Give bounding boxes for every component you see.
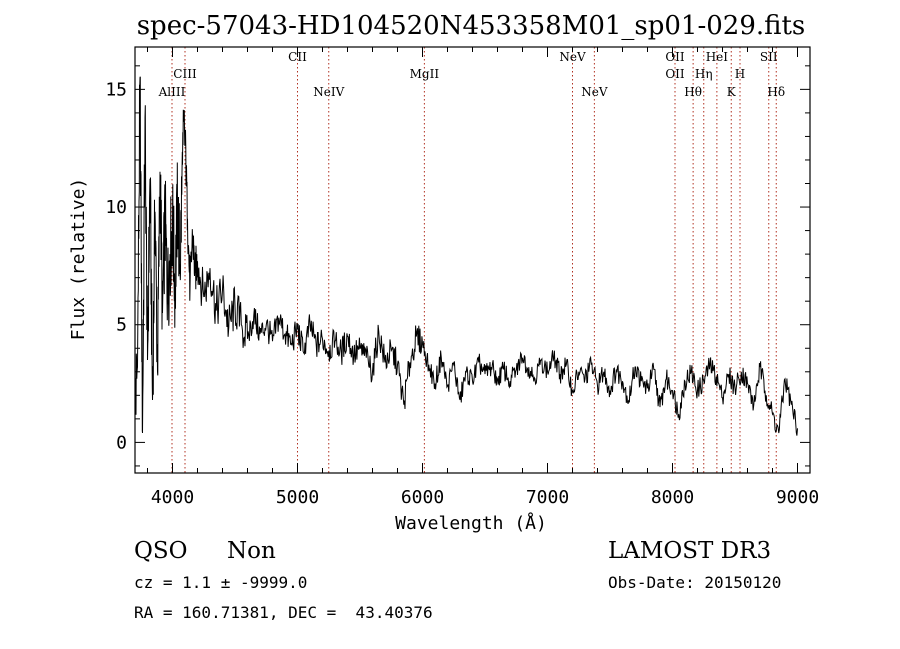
y-tick-label-0: 0 [116, 432, 127, 453]
y-tick-label-3: 15 [105, 79, 127, 100]
line-markers: AlIIICIIICIINeIVMgIINeVNeVOIIOIIHθHηHeIK… [158, 47, 785, 473]
x-tick-label-4: 8000 [651, 487, 694, 508]
marker-label-6: NeV [581, 85, 608, 99]
marker-label-4: MgII [410, 67, 440, 81]
x-axis-label: Wavelength (Å) [395, 512, 547, 534]
y-tick-label-1: 5 [116, 315, 127, 336]
spectrum-layer [134, 76, 798, 436]
class-label: QSO [134, 538, 188, 564]
obs-date-text: Obs-Date: 20150120 [608, 573, 782, 592]
coords-text: RA = 160.71381, DEC = 43.40376 [134, 603, 433, 622]
marker-label-5: NeV [559, 50, 586, 64]
y-axis-label: Flux (relative) [68, 178, 89, 341]
x-tick-label-1: 5000 [276, 487, 319, 508]
marker-label-14: SII [760, 50, 778, 64]
marker-label-15: Hδ [767, 85, 785, 99]
marker-label-7: OII [665, 50, 685, 64]
marker-label-9: Hθ [684, 85, 702, 99]
marker-label-8: OII [665, 67, 685, 81]
y-tick-label-2: 10 [105, 197, 127, 218]
cz-text: cz = 1.1 ± -9999.0 [134, 573, 308, 592]
marker-label-1: CIII [173, 67, 197, 81]
subclass-label: Non [227, 538, 276, 564]
marker-label-3: NeIV [313, 85, 344, 99]
plot-frame [134, 46, 811, 474]
marker-label-0: AlIII [158, 85, 186, 99]
marker-label-12: K [727, 85, 737, 99]
spectrum-series-flux [134, 76, 798, 436]
marker-label-11: HeI [706, 50, 729, 64]
x-tick-label-2: 6000 [401, 487, 444, 508]
x-tick-label-3: 7000 [526, 487, 569, 508]
marker-label-10: Hη [695, 67, 713, 81]
marker-label-13: H [735, 67, 745, 81]
x-tick-label-5: 9000 [776, 487, 819, 508]
x-tick-label-0: 4000 [151, 487, 194, 508]
axis-ticks: 4000 5000 6000 7000 8000 9000 0 5 10 15 [105, 47, 819, 508]
chart-title: spec-57043-HD104520N453358M01_sp01-029.f… [137, 11, 806, 41]
survey-label: LAMOST DR3 [608, 538, 772, 564]
